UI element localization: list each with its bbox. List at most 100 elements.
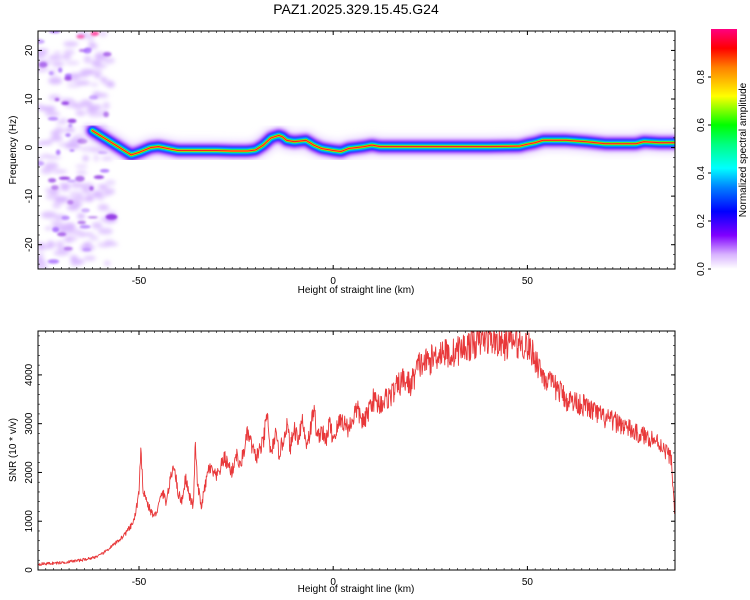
noise-blob (103, 57, 115, 64)
snr-x-axis: -50 0 50 (37, 331, 676, 588)
noise-blob (89, 235, 99, 241)
spectrogram-panel: -50 0 50 -20 -10 0 10 20 Height of straight li… (8, 30, 676, 296)
snr-y-axis: 0 1000 2000 3000 4000 (24, 335, 675, 573)
noise-blob (67, 118, 77, 124)
noise-blob (76, 170, 87, 175)
noise-blob (53, 132, 61, 141)
y-tick-label: 20 (24, 44, 35, 56)
noise-blob (63, 246, 73, 251)
noise-blob (65, 60, 80, 66)
noise-blob (48, 178, 57, 183)
noise-blob (82, 247, 92, 252)
noise-blob (98, 184, 108, 190)
noise-blob (66, 204, 80, 211)
noise-blob (66, 84, 81, 88)
noise-blob (92, 64, 107, 69)
noise-blob (64, 76, 72, 81)
noise-blob (60, 98, 74, 103)
noise-blob (58, 176, 71, 180)
noise-blob (79, 146, 95, 152)
noise-blob (88, 43, 98, 50)
figure-title: PAZ1.2025.329.15.45.G24 (273, 1, 439, 17)
noise-blob (107, 210, 117, 215)
spectrogram-ridge (82, 120, 675, 165)
colorbar-tick-label: 0.6 (696, 118, 707, 132)
noise-blob (102, 101, 110, 110)
noise-blob (62, 183, 70, 190)
noise-blob (66, 127, 75, 132)
noise-blob (44, 162, 59, 170)
noise-blob (48, 71, 54, 76)
noise-blob (90, 32, 99, 37)
noise-blob (48, 77, 63, 85)
noise-blob (71, 259, 85, 265)
noise-blob (98, 31, 108, 38)
noise-blob (67, 199, 74, 205)
y-tick-label: -20 (24, 237, 35, 252)
snr-series-line (38, 331, 675, 566)
noise-blob (52, 201, 62, 209)
noise-blob (94, 69, 103, 75)
y-tick-label: 3000 (24, 412, 35, 435)
noise-blob (103, 111, 109, 118)
noise-blob (38, 160, 45, 167)
colorbar-tick-label: 0.2 (696, 214, 707, 228)
ridge-core (91, 130, 675, 156)
noise-blob (38, 39, 45, 44)
noise-blob (76, 72, 89, 78)
noise-blob (83, 255, 96, 261)
y-tick-label: 0 (24, 144, 35, 150)
colorbar-tick-label: 0.0 (696, 262, 707, 276)
noise-blob (38, 66, 49, 73)
noise-blob (101, 156, 113, 161)
noise-blob (83, 241, 92, 248)
noise-blob (70, 181, 84, 189)
noise-blob (65, 236, 73, 244)
noise-blob (68, 229, 83, 233)
noise-blob (105, 214, 118, 220)
colorbar-gradient (711, 29, 737, 269)
noise-blob (90, 83, 99, 87)
noise-blob (63, 49, 75, 55)
noise-blob (54, 97, 60, 102)
noise-blob (103, 51, 112, 57)
noise-blob (63, 41, 79, 47)
noise-blob (47, 259, 60, 264)
noise-blob (90, 104, 101, 110)
noise-blob (51, 185, 59, 190)
noise-blob (45, 193, 60, 200)
y-tick-label: 4000 (24, 363, 35, 386)
noise-blob (65, 133, 71, 138)
noise-blob (82, 155, 89, 162)
y-tick-label: 10 (24, 93, 35, 105)
x-tick-label: -50 (132, 276, 147, 287)
x-tick-label: 0 (330, 276, 336, 287)
noise-blob (81, 208, 90, 213)
noise-blob (75, 80, 91, 86)
noise-blob (78, 197, 92, 202)
noise-blob (97, 242, 111, 248)
noise-blob (94, 73, 101, 79)
noise-blob (38, 103, 45, 111)
x-tick-label: 50 (522, 577, 534, 588)
spectrogram-x-label: Height of straight line (km) (298, 285, 415, 296)
noise-blob (41, 211, 57, 219)
noise-blob (83, 55, 92, 64)
noise-blob (57, 232, 67, 237)
y-tick-label: 1000 (24, 510, 35, 533)
noise-blob (53, 250, 69, 256)
noise-blob (104, 239, 115, 244)
noise-blob (38, 48, 49, 54)
y-tick-label: -10 (24, 188, 35, 203)
noise-blob (38, 246, 44, 252)
spectrogram-y-axis: -20 -10 0 10 20 (24, 30, 675, 265)
noise-blob (45, 111, 60, 117)
noise-blob (96, 189, 111, 198)
snr-y-label: SNR (10 * v/v) (8, 418, 19, 482)
noise-blob (87, 216, 98, 219)
noise-blob (69, 149, 75, 152)
colorbar-ticks: 0.0 0.2 0.4 0.6 0.8 (696, 70, 711, 276)
noise-blob (66, 179, 77, 183)
noise-blob (97, 150, 108, 155)
